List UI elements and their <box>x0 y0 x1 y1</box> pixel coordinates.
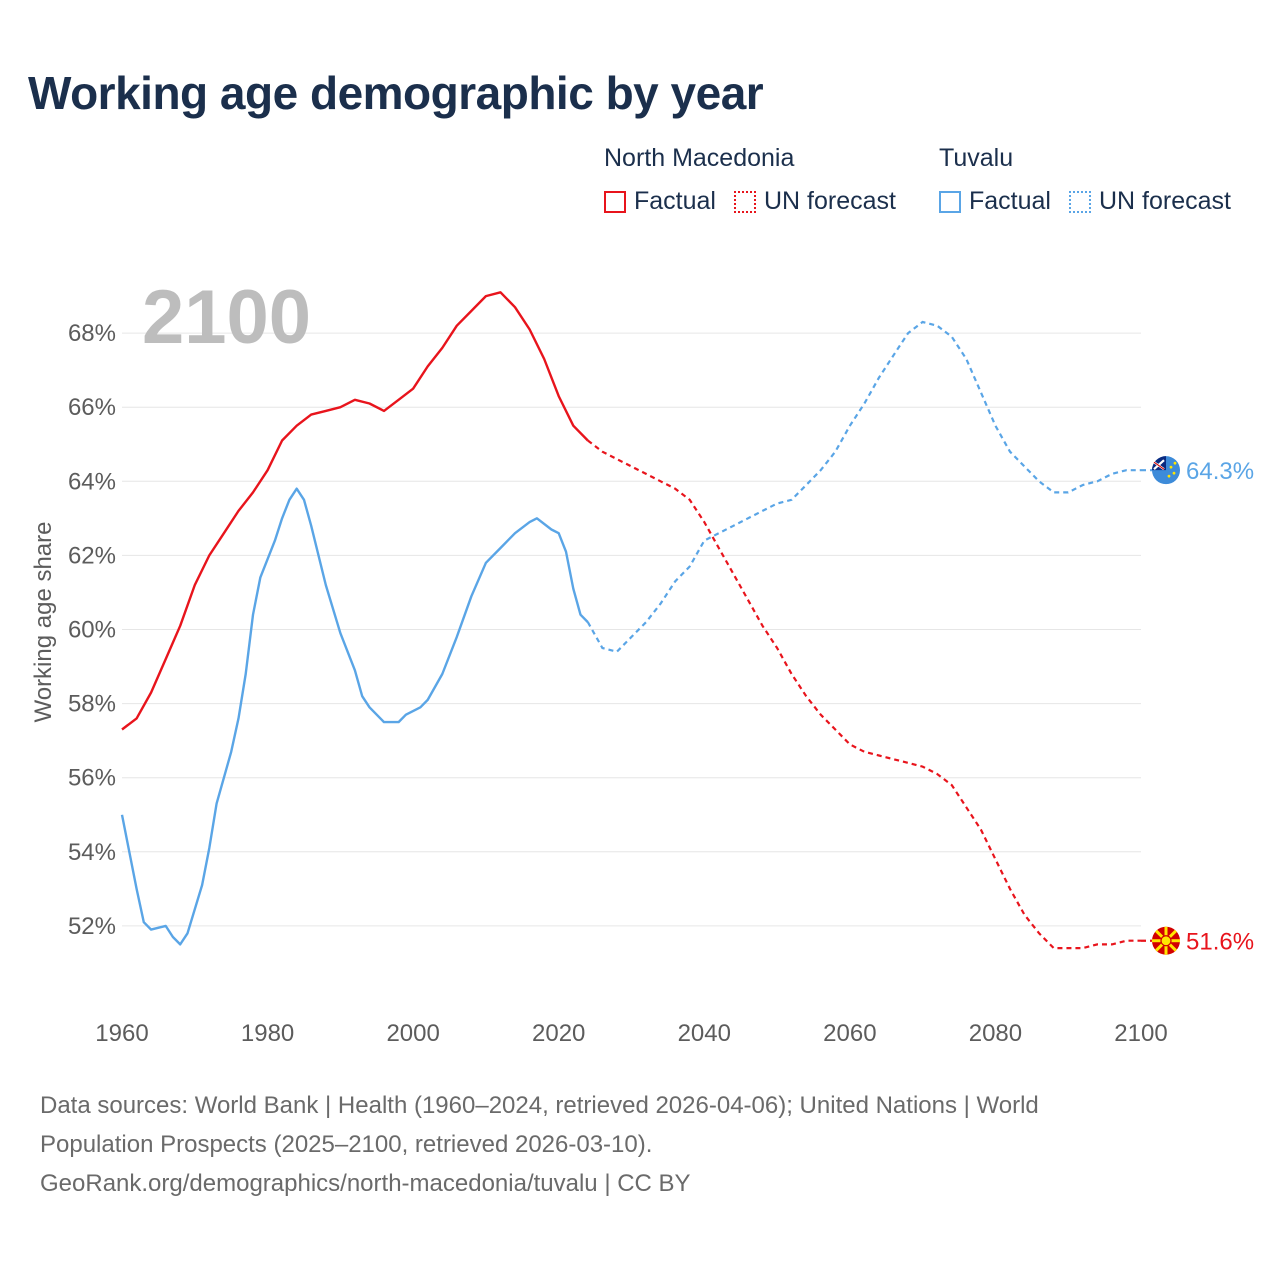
footer-line: GeoRank.org/demographics/north-macedonia… <box>40 1170 691 1197</box>
footer-line: Population Prospects (2025–2100, retriev… <box>40 1131 653 1158</box>
footer-line: Data sources: World Bank | Health (1960–… <box>40 1092 1039 1119</box>
x-tick-label: 2080 <box>969 1020 1022 1047</box>
legend-item-forecast[interactable]: UN forecast <box>1068 187 1231 216</box>
y-tick-label: 54% <box>68 839 116 866</box>
legend-group-name: Tuvalu <box>939 144 1014 172</box>
footer-sources: Data sources: World Bank | Health (1960–… <box>40 1086 1240 1203</box>
legend-label: UN forecast <box>1098 187 1231 215</box>
y-axis-ticks: 52% 54% 56% 58% 60% 62% 64% 66% 68% <box>68 320 116 940</box>
y-axis-title: Working age share <box>30 522 57 723</box>
x-tick-label: 1980 <box>241 1020 294 1047</box>
gridlines <box>122 332 1141 927</box>
y-tick-label: 64% <box>68 468 116 495</box>
north-macedonia-flag-icon <box>1152 926 1180 955</box>
year-watermark: 2100 <box>142 275 311 360</box>
series-lines <box>120 291 1141 950</box>
legend-swatch-forecast <box>733 190 756 213</box>
series-end-value-label: 64.3% <box>1186 458 1254 485</box>
legend-label: UN forecast <box>763 187 896 215</box>
x-tick-label: 2000 <box>386 1020 439 1047</box>
series-line-forecast <box>586 320 1141 653</box>
series-line-factual <box>121 291 589 731</box>
x-tick-label: 2060 <box>823 1020 876 1047</box>
chart-title: Working age demographic by year <box>28 67 764 119</box>
legend-item-factual[interactable]: Factual <box>939 187 1051 216</box>
legend-label: Factual <box>634 187 716 215</box>
series-line-forecast <box>587 439 1141 950</box>
legend-group-name: North Macedonia <box>604 144 795 172</box>
legend-swatch-factual <box>939 190 961 213</box>
x-tick-label: 2020 <box>532 1020 585 1047</box>
series-endpoints: 51.6% 64.3% <box>1141 456 1254 956</box>
legend-item-forecast[interactable]: UN forecast <box>733 187 896 216</box>
x-tick-label: 1960 <box>95 1020 148 1047</box>
y-tick-label: 52% <box>68 913 116 940</box>
tuvalu-flag-icon <box>1152 456 1180 485</box>
line-chart: 2100 52% 54% 56% 58% 60% 62% 64% 66% 68% 1960 198… <box>30 275 1254 1047</box>
y-tick-label: 66% <box>68 394 116 421</box>
legend-label: Factual <box>969 187 1051 215</box>
legend-group-tuvalu: Tuvalu Factual UN forecast <box>939 144 1231 216</box>
y-tick-label: 58% <box>68 691 116 718</box>
y-tick-label: 68% <box>68 320 116 347</box>
legend-swatch-factual <box>604 190 626 213</box>
legend-swatch-forecast <box>1068 190 1091 213</box>
x-axis-ticks: 1960 1980 2000 2020 2040 2060 2080 2100 <box>95 1020 1167 1047</box>
y-tick-label: 56% <box>68 765 116 792</box>
x-tick-label: 2100 <box>1114 1020 1167 1047</box>
series-end-value-label: 51.6% <box>1186 929 1254 956</box>
y-tick-label: 60% <box>68 617 116 644</box>
x-tick-label: 2040 <box>678 1020 731 1047</box>
legend-item-factual[interactable]: Factual <box>604 187 716 216</box>
legend-group-north-macedonia: North Macedonia Factual UN forecast <box>604 144 914 216</box>
y-tick-label: 62% <box>68 542 116 569</box>
series-line-factual <box>120 487 589 946</box>
